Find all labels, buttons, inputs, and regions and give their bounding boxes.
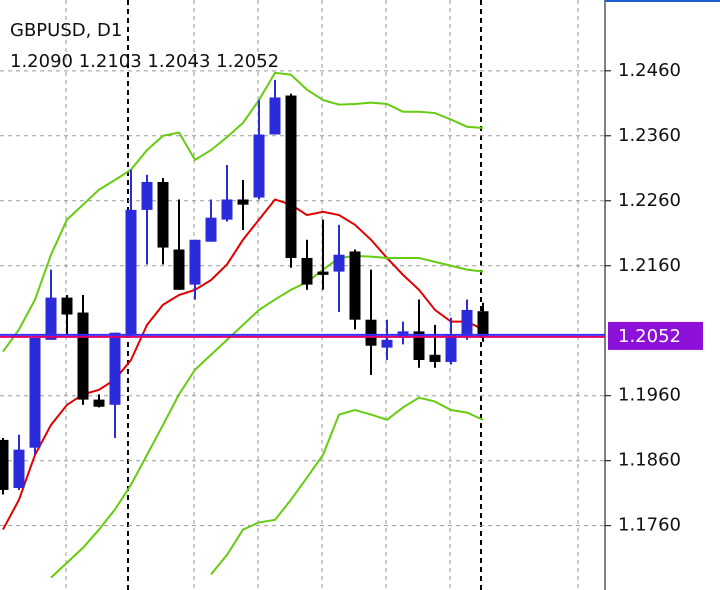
y-tick-label: 1.1760 [618, 515, 681, 536]
price-label-box [608, 321, 703, 350]
candle-body [221, 199, 233, 220]
candle-body [157, 181, 169, 248]
candle-body [269, 97, 281, 135]
candle-body [413, 331, 425, 360]
candle-body [45, 297, 57, 340]
y-tick-label: 1.2260 [618, 190, 681, 211]
candle-body [205, 217, 217, 242]
candle-body [109, 332, 121, 405]
indicator-line [50, 255, 484, 579]
candle-body [189, 239, 201, 285]
candle-body [141, 181, 153, 210]
candle-body [445, 334, 457, 362]
y-tick-label: 1.2160 [618, 255, 681, 276]
candle-body [237, 199, 249, 205]
candle-body [0, 439, 9, 490]
candle-body [285, 95, 297, 258]
candle-body [381, 339, 393, 348]
candle-body [253, 134, 265, 198]
indicator-line [210, 396, 484, 576]
candle-body [77, 312, 89, 400]
candle-body [173, 249, 185, 290]
candle-body [317, 271, 329, 275]
y-tick-label: 1.1860 [618, 450, 681, 471]
candle-body [125, 209, 137, 335]
candle-body [29, 337, 41, 448]
y-tick-label: 1.2360 [618, 125, 681, 146]
candle-body [349, 251, 361, 320]
price-label: 1.2052 [618, 326, 681, 347]
plot: 1.2460 1.2360 1.2260 1.2160 1.1960 1.1860 1.17… [0, 60, 703, 579]
y-tick-label: 1.2460 [618, 60, 681, 81]
candle-body [461, 309, 473, 337]
candle-body [93, 399, 105, 407]
y-tick-label: 1.1960 [618, 385, 681, 406]
candle-body [429, 354, 441, 362]
symbol-title: GBPUSD, D1 [10, 20, 122, 41]
candle-body [13, 449, 25, 488]
candle-body [333, 254, 345, 272]
candle-body [365, 319, 377, 346]
candle-body [61, 297, 73, 315]
candle-body [477, 311, 489, 336]
indicator-line [2, 71, 484, 353]
ohlc-info: 1.2090 1.2103 1.2043 1.2052 [10, 51, 279, 72]
candle-body [301, 257, 313, 285]
